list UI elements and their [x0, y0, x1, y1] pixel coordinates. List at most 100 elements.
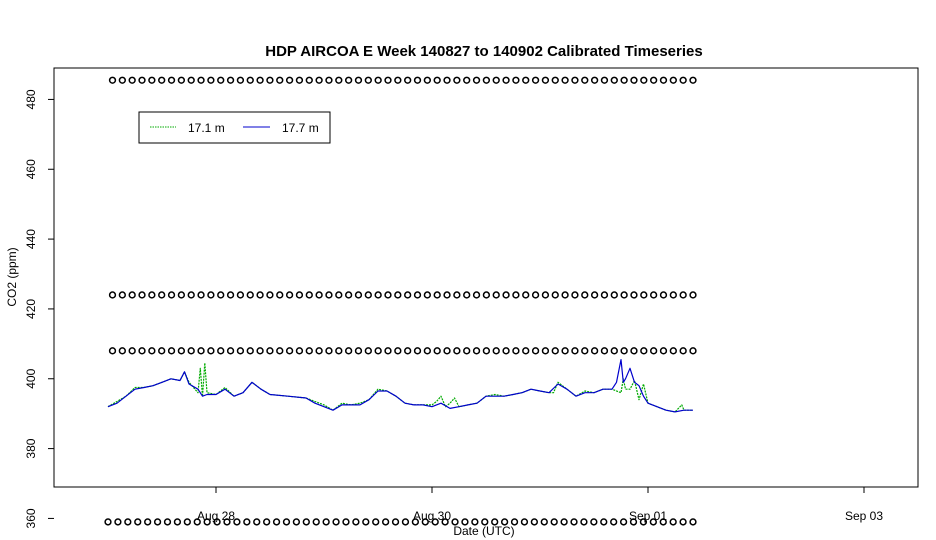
marker-point — [512, 291, 520, 299]
marker-point — [669, 291, 677, 299]
marker-point — [551, 347, 559, 355]
marker-point — [423, 76, 431, 84]
marker-point — [236, 291, 245, 299]
marker-point — [391, 518, 400, 526]
marker-point — [619, 518, 628, 526]
marker-point — [610, 76, 618, 84]
marker-point — [138, 347, 146, 355]
marker-point — [541, 76, 550, 84]
marker-point — [571, 76, 579, 84]
marker-point — [413, 347, 422, 355]
marker-point — [246, 291, 254, 299]
marker-point — [332, 518, 340, 526]
marker-point — [561, 76, 569, 84]
marker-point — [148, 291, 156, 299]
marker-point — [689, 76, 697, 84]
y-tick-label: 400 — [24, 368, 38, 388]
marker-point — [669, 518, 677, 526]
marker-point — [118, 291, 126, 299]
marker-point — [276, 291, 284, 299]
marker-point — [352, 518, 360, 526]
marker-point — [433, 291, 441, 299]
marker-point — [148, 347, 156, 355]
marker-point — [197, 291, 205, 299]
marker-point — [610, 347, 618, 355]
marker-point — [364, 347, 372, 355]
marker-point — [381, 518, 390, 526]
marker-row — [108, 76, 697, 84]
y-axis-label: CO2 (ppm) — [5, 247, 19, 306]
marker-point — [639, 518, 648, 526]
marker-point — [581, 347, 589, 355]
marker-point — [335, 291, 343, 299]
marker-point — [384, 291, 392, 299]
marker-point — [502, 291, 510, 299]
marker-point — [590, 518, 598, 526]
marker-point — [500, 518, 509, 526]
marker-point — [374, 291, 382, 299]
y-tick-label: 440 — [24, 229, 38, 249]
x-tick-label: Sep 03 — [845, 509, 883, 523]
marker-point — [266, 347, 274, 355]
marker-point — [510, 518, 519, 526]
marker-point — [163, 518, 172, 526]
marker-point — [114, 518, 122, 526]
marker-point — [362, 518, 370, 526]
marker-point — [472, 347, 481, 355]
marker-point — [203, 518, 211, 526]
marker-point — [512, 347, 520, 355]
marker-point — [372, 518, 380, 526]
marker-point — [620, 291, 628, 299]
marker-point — [128, 291, 136, 299]
marker-point — [344, 347, 353, 355]
marker-point — [600, 291, 609, 299]
marker-point — [669, 76, 677, 84]
y-tick-label: 420 — [24, 299, 38, 319]
y-tick-label: 480 — [24, 89, 38, 109]
marker-point — [243, 518, 251, 526]
marker-point — [256, 291, 264, 299]
marker-point — [173, 518, 182, 526]
marker-point — [158, 291, 166, 299]
plot-frame — [53, 67, 919, 488]
marker-point — [217, 76, 225, 84]
legend-label-17-7: 17.7 m — [282, 121, 319, 135]
marker-point — [144, 518, 152, 526]
marker-point — [167, 76, 176, 84]
marker-point — [272, 518, 281, 526]
marker-point — [530, 518, 539, 526]
marker-point — [302, 518, 310, 526]
marker-point — [451, 518, 459, 526]
marker-point — [276, 347, 284, 355]
marker-point — [404, 291, 412, 299]
marker-point — [177, 291, 186, 299]
marker-point — [679, 347, 687, 355]
marker-point — [590, 291, 599, 299]
marker-point — [600, 347, 609, 355]
marker-point — [522, 76, 530, 84]
marker-point — [463, 76, 471, 84]
marker-point — [233, 518, 241, 526]
marker-point — [520, 518, 529, 526]
marker-point — [551, 291, 559, 299]
marker-point — [404, 347, 412, 355]
marker-point — [384, 76, 392, 84]
marker-point — [590, 347, 599, 355]
marker-point — [689, 291, 697, 299]
marker-point — [581, 76, 589, 84]
marker-point — [138, 76, 146, 84]
marker-point — [433, 347, 441, 355]
marker-point — [581, 291, 589, 299]
marker-point — [138, 291, 146, 299]
marker-point — [325, 76, 333, 84]
marker-point — [423, 291, 431, 299]
marker-point — [128, 76, 136, 84]
marker-point — [158, 347, 166, 355]
x-tick-label: Sep 01 — [629, 509, 667, 523]
marker-point — [492, 347, 500, 355]
marker-point — [522, 291, 530, 299]
marker-point — [262, 518, 271, 526]
marker-point — [207, 347, 215, 355]
marker-point — [453, 76, 461, 84]
